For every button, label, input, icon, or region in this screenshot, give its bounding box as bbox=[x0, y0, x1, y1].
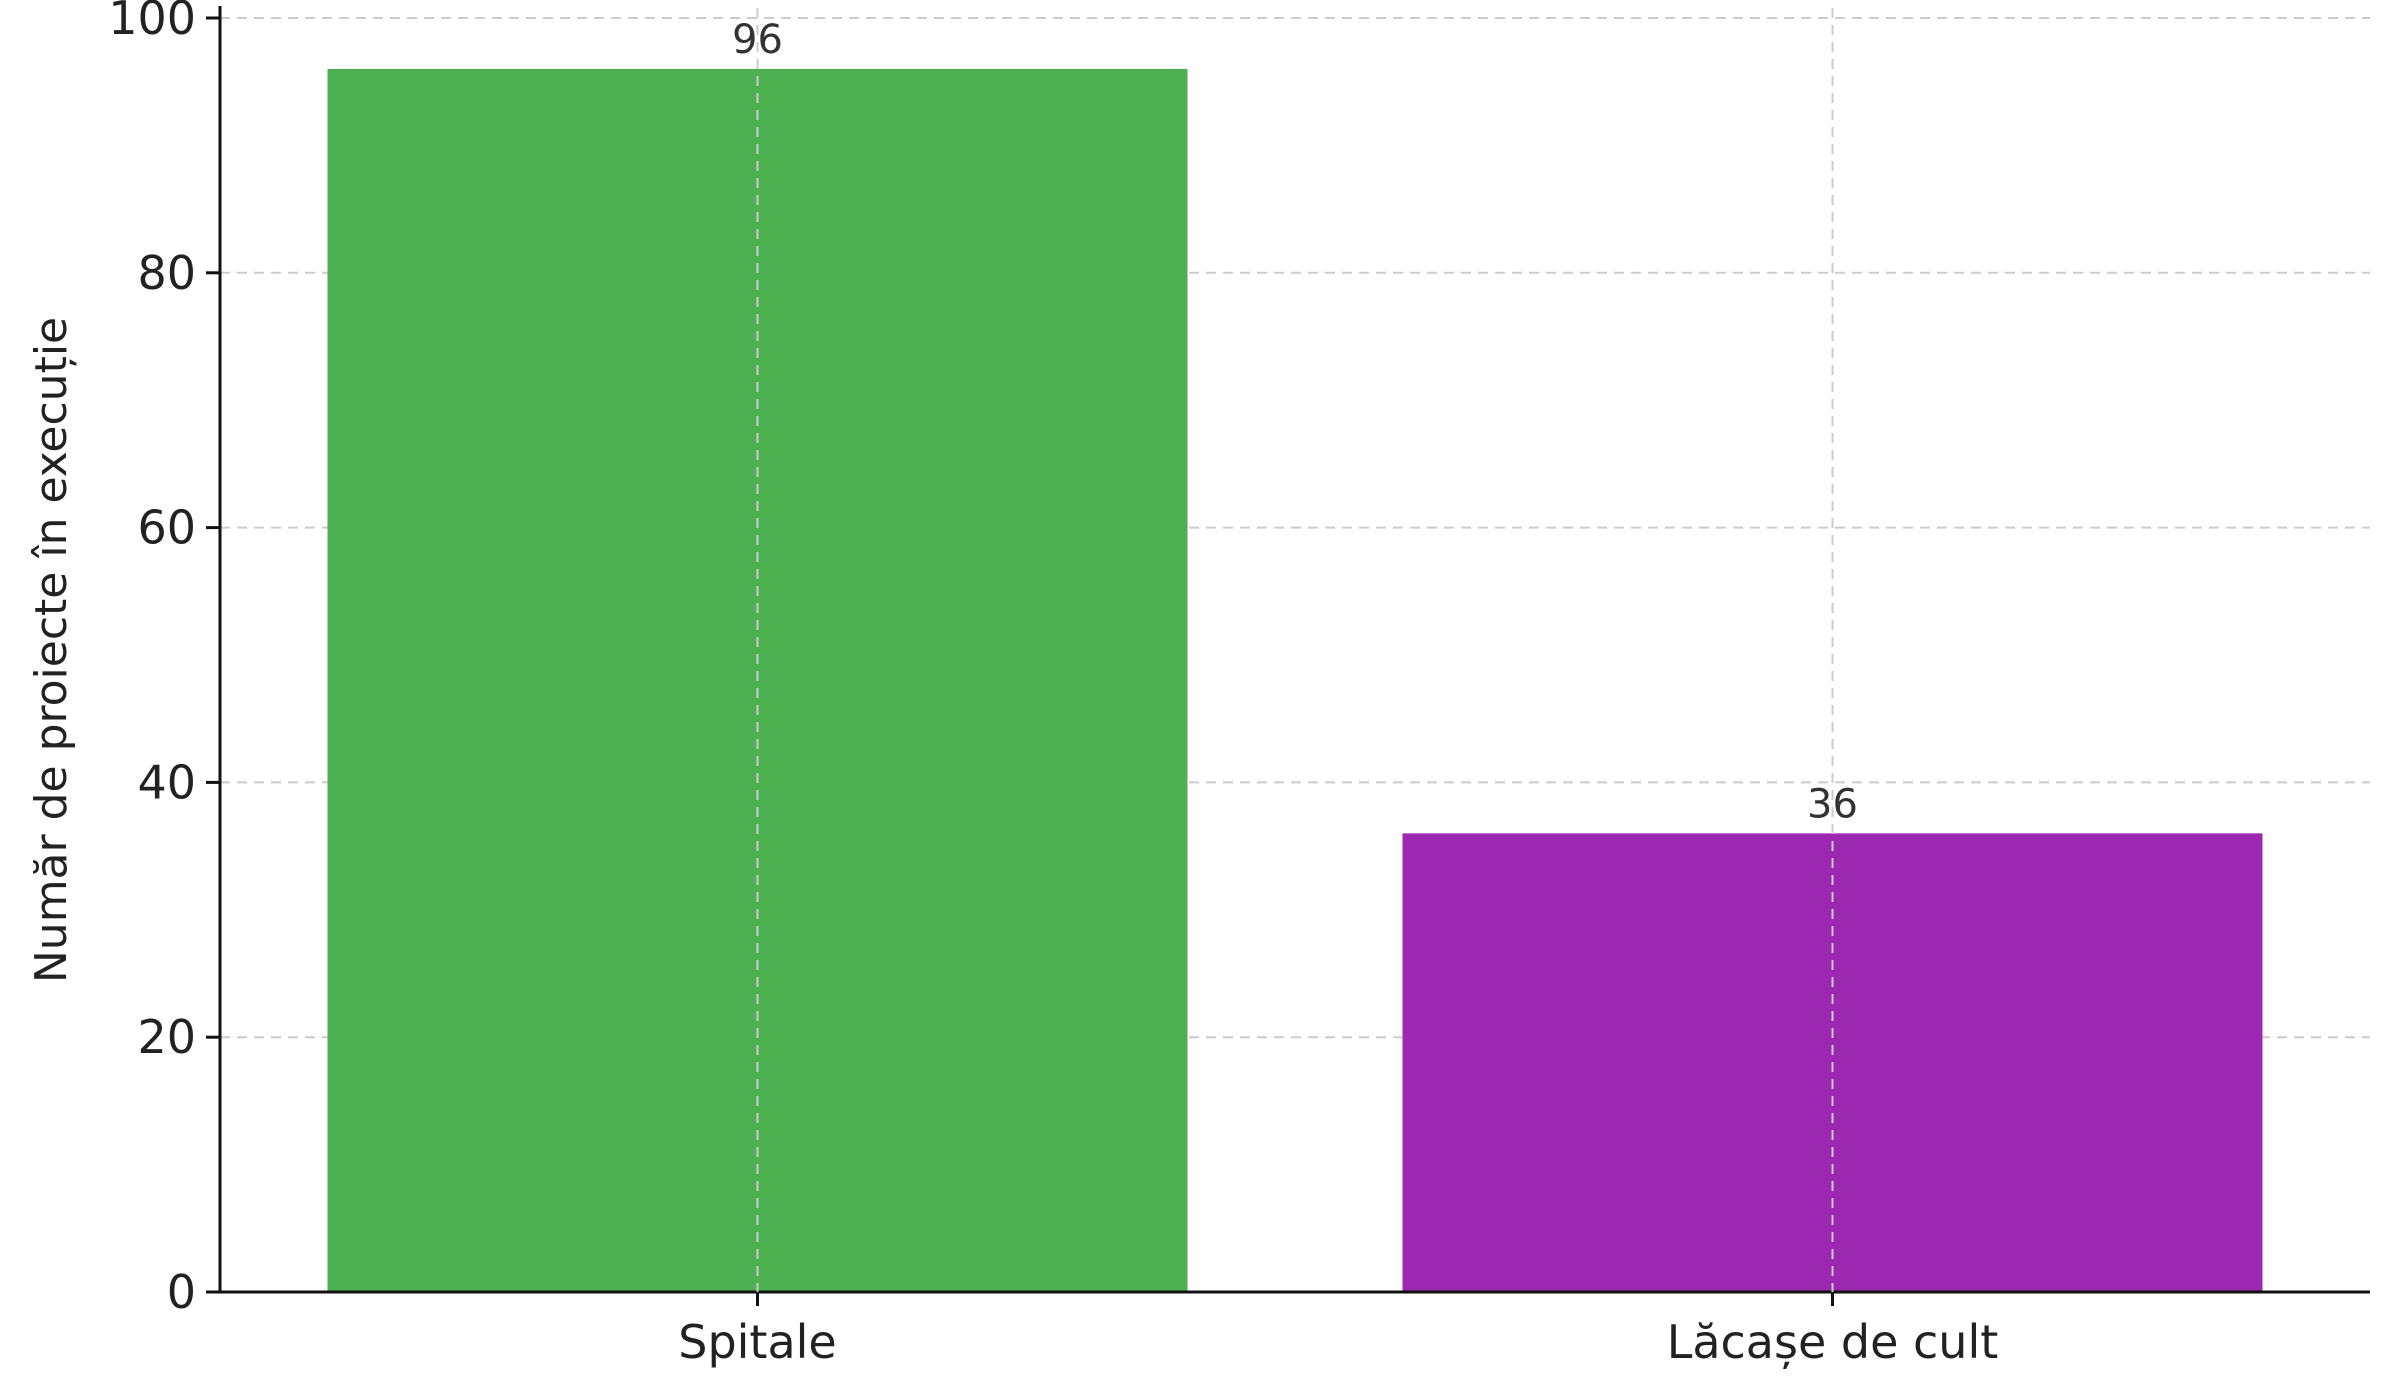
bar-layer bbox=[327, 68, 2263, 1293]
x-tick-label-1: Lăcașe de cult bbox=[1667, 1315, 1999, 1369]
y-axis-title: Număr de proiecte în execuție bbox=[26, 317, 77, 983]
y-tick-label-60: 60 bbox=[137, 501, 196, 555]
y-tick-label-0: 0 bbox=[167, 1265, 196, 1319]
axis-layer bbox=[206, 6, 2370, 1306]
y-tick-label-100: 100 bbox=[108, 0, 196, 45]
y-tick-label-20: 20 bbox=[137, 1010, 196, 1064]
label-layer: 0 20 40 60 80 100 Spitale Lăcașe de cult 96 36 bbox=[108, 0, 1998, 1369]
data-label-0: 96 bbox=[732, 17, 783, 63]
y-tick-label-80: 80 bbox=[137, 246, 196, 300]
data-label-1: 36 bbox=[1807, 781, 1858, 827]
x-tick-label-0: Spitale bbox=[678, 1315, 836, 1369]
y-tick-label-40: 40 bbox=[137, 755, 196, 809]
